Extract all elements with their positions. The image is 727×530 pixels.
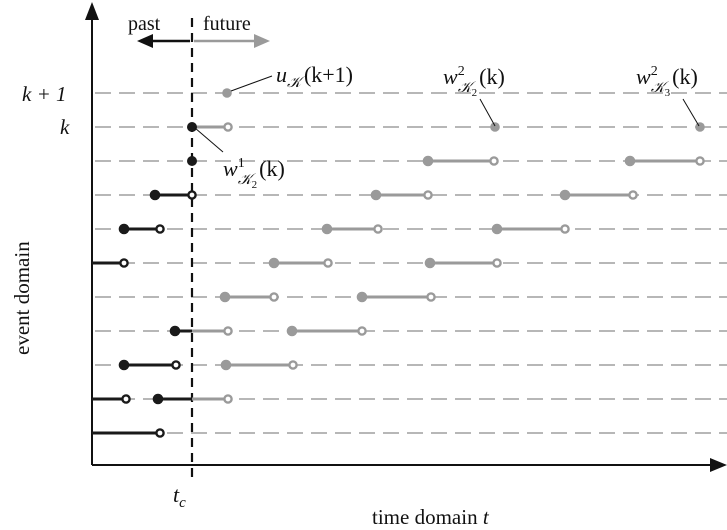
x-axis-label-text: time domain [372,505,483,529]
interval-end-marker [223,122,233,132]
event-point-u [222,88,232,98]
interval-end-marker [426,292,436,302]
interval-end-marker [695,156,705,166]
interval-start-marker [286,325,298,337]
interval-start-marker [624,155,636,167]
interval-start-marker [491,223,503,235]
w1-leader [194,127,224,153]
interval-start-marker [559,189,571,201]
interval-start-marker [149,189,161,201]
interval-end-marker [269,292,279,302]
interval-end-marker [187,190,197,200]
event-point-w2-k3 [695,122,705,132]
level-label-k: k [60,115,70,139]
interval-start-marker [321,223,333,235]
interval-start-marker [118,359,130,371]
w2-k2-subsubscript: 2 [472,87,478,99]
tc-symbol: t [173,482,180,507]
interval-end-marker [560,224,570,234]
future-label: future [203,13,251,35]
w2-k2-symbol: w [443,64,458,89]
interval-start-marker [356,291,368,303]
interval-end-marker [373,224,383,234]
interval-end-marker [492,258,502,268]
interval-end-marker [171,360,181,370]
u-annotation: u𝒦 (k+1) [276,62,353,91]
x-axis-arrowhead [710,458,727,472]
w2-k3-argument: (k) [672,64,698,89]
interval-end-marker [489,156,499,166]
axes [85,2,727,472]
interval-start-marker [152,393,164,405]
interval-start-marker [118,223,130,235]
u-symbol: u [276,62,287,87]
w2-k3-subsubscript: 3 [665,87,671,99]
w2-k3-superscript: 2 [651,64,658,79]
w2-k2-annotation: w2 𝒦2(k) [443,64,505,99]
w2-k2-leader [479,98,496,127]
interval-end-marker [423,190,433,200]
interval-start-marker [169,325,181,337]
interval-end-marker [357,326,367,336]
w2-k3-leader [682,98,700,127]
interval-end-marker [288,360,298,370]
interval-start-marker [219,291,231,303]
interval-end-marker [223,394,233,404]
interval-start-marker [370,189,382,201]
w1-subsubscript: 2 [252,179,258,191]
w1-superscript: 1 [238,156,245,171]
u-argument: (k+1) [304,62,353,87]
interval-start-marker [268,257,280,269]
event-level-lines [95,92,727,434]
interval-start-marker [424,257,436,269]
interval-end-marker [119,258,129,268]
interval-start-marker [422,155,434,167]
w2-k3-annotation: w2 𝒦3(k) [636,64,698,99]
event-intervals [92,88,705,438]
y-axis-arrowhead [85,2,99,20]
w1-symbol: w [223,156,238,181]
tc-subscript: c [179,495,186,511]
interval-end-marker [223,326,233,336]
w1-argument: (k) [259,156,285,181]
interval-end-marker [121,394,131,404]
past-future-indicator: past future [128,13,270,48]
level-label-k-plus-1: k + 1 [22,82,67,106]
w2-k3-symbol: w [636,64,651,89]
past-arrowhead [137,34,153,48]
y-axis-label: event domain [10,241,34,355]
tc-label: tc [173,482,186,511]
w2-k2-superscript: 2 [458,64,465,79]
w1-annotation: w1 𝒦2(k) [223,156,285,191]
event-point-k [187,122,197,132]
x-axis-label: time domain t [372,505,490,529]
event-point-w1 [187,156,197,166]
interval-end-marker [628,190,638,200]
future-arrowhead [254,34,270,48]
past-label: past [128,13,161,35]
annotation-leaders [194,75,700,153]
interval-end-marker [155,428,165,438]
interval-start-marker [220,359,232,371]
u-leader [230,75,273,92]
w2-k2-argument: (k) [479,64,505,89]
x-axis-label-variable: t [483,505,490,529]
interval-end-marker [323,258,333,268]
event-point-w2-k2 [490,122,500,132]
interval-end-marker [155,224,165,234]
